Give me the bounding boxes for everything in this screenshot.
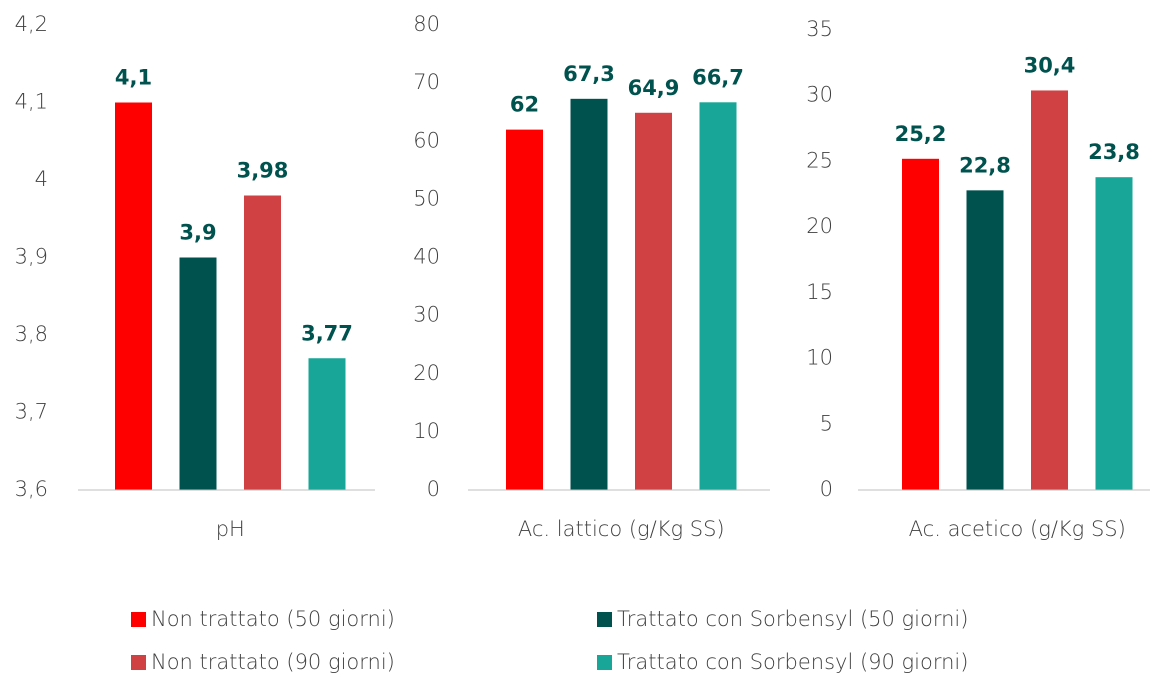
y-tick-label: 25 [806, 148, 833, 172]
value-label: 62 [510, 93, 539, 117]
bar [635, 112, 672, 491]
y-tick-label: 20 [413, 361, 440, 385]
bar [115, 102, 152, 490]
y-tick-label: 0 [820, 477, 833, 501]
category-label: Ac. acetico (g/Kg SS) [909, 517, 1126, 541]
y-tick-label: 10 [806, 346, 833, 370]
value-label: 3,77 [301, 321, 353, 345]
value-label: 67,3 [563, 62, 615, 86]
bar [308, 358, 346, 490]
category-label: Ac. lattico (g/Kg SS) [518, 517, 725, 541]
bar [244, 195, 281, 490]
value-label: 3,9 [179, 221, 216, 245]
y-tick-label: 50 [413, 186, 440, 210]
y-tick-label: 20 [806, 214, 833, 238]
legend-swatch [597, 612, 612, 627]
legend-swatch [131, 612, 146, 627]
y-tick-label: 4,2 [15, 12, 48, 36]
value-label: 64,9 [628, 76, 680, 100]
y-tick-label: 30 [413, 303, 440, 327]
y-tick-label: 10 [413, 419, 440, 443]
value-label: 66,7 [692, 65, 744, 89]
y-tick-label: 4,1 [15, 90, 48, 114]
value-label: 30,4 [1024, 53, 1076, 77]
value-label: 22,8 [959, 153, 1011, 177]
y-tick-label: 15 [806, 280, 833, 304]
legend-label: Trattato con Sorbensyl (50 giorni) [617, 607, 968, 631]
y-tick-label: 3,8 [15, 322, 48, 346]
bar [1031, 90, 1068, 490]
y-tick-label: 4 [35, 167, 48, 191]
legend-swatch [597, 655, 612, 670]
y-tick-label: 60 [413, 128, 440, 152]
legend-swatch [131, 655, 146, 670]
bar [570, 98, 608, 490]
value-label: 4,1 [115, 66, 152, 90]
y-tick-label: 40 [413, 245, 440, 269]
y-tick-label: 80 [413, 12, 440, 36]
y-tick-label: 70 [413, 70, 440, 94]
legend-label: Trattato con Sorbensyl (90 giorni) [617, 650, 968, 674]
y-tick-label: 3,7 [15, 400, 48, 424]
y-tick-label: 5 [820, 411, 833, 435]
y-tick-label: 0 [427, 477, 440, 501]
bar [966, 190, 1004, 491]
y-tick-label: 30 [806, 83, 833, 107]
bar [902, 158, 939, 491]
y-tick-label: 3,6 [15, 477, 48, 501]
category-label: pH [216, 517, 245, 541]
bar [1095, 177, 1133, 490]
bar [506, 129, 543, 490]
value-label: 3,98 [237, 159, 289, 183]
y-tick-label: 35 [806, 17, 833, 41]
bar [179, 257, 217, 490]
value-label: 25,2 [895, 122, 947, 146]
y-tick-label: 3,9 [15, 245, 48, 269]
bar [699, 102, 737, 491]
legend-label: Non trattato (50 giorni) [151, 607, 395, 631]
value-label: 23,8 [1088, 140, 1140, 164]
legend-label: Non trattato (90 giorni) [151, 650, 395, 674]
